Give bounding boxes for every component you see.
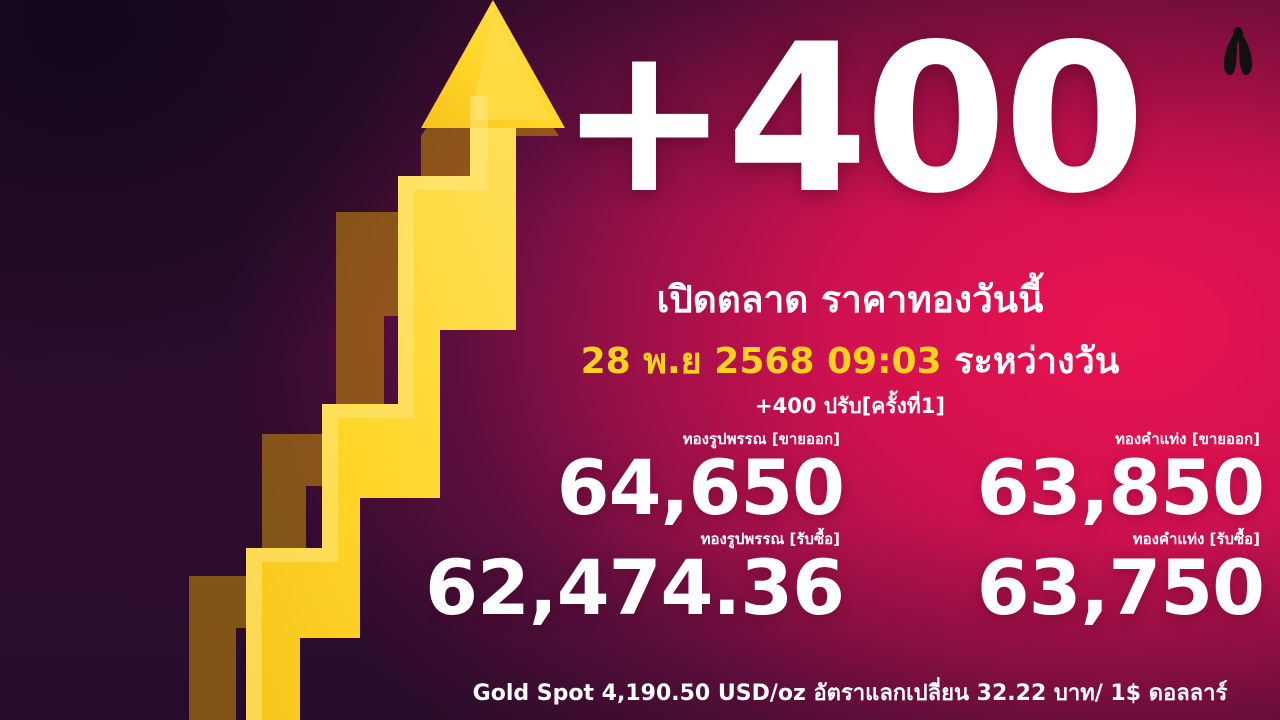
price-block-bar-sell: ทองคำแท่ง [ขายออก] 63,850 [840, 430, 1270, 528]
quote-date: 28 พ.ย 2568 09:03 [580, 341, 942, 382]
spot-and-fx-footer: Gold Spot 4,190.50 USD/oz อัตราแลกเปลี่ย… [472, 681, 1228, 706]
headline-change-number: +400 [558, 1, 1146, 239]
up-trend-arrow-icon [189, 0, 565, 720]
content-column: +400 เปิดตลาด ราคาทองวันนี้ 28 พ.ย 2568 … [420, 0, 1280, 720]
up-trend-arrow-graphic [0, 0, 620, 720]
change-note: +400 ปรับ[ครั้งที่1] [755, 394, 945, 418]
price-block-ornament-sell: ทองรูปพรรณ [ขายออก] 64,650 [420, 430, 850, 528]
price-value-ornament-buy: 62,474.36 [425, 543, 845, 632]
price-label-ornament-buy: ทองรูปพรรณ [รับซื้อ] [700, 530, 840, 548]
price-block-bar-buy: ทองคำแท่ง [รับซื้อ] 63,750 [840, 530, 1270, 628]
price-label-bar-sell: ทองคำแท่ง [ขายออก] [1114, 430, 1260, 448]
price-block-ornament-buy: ทองรูปพรรณ [รับซื้อ] 62,474.36 [420, 530, 850, 628]
price-value-bar-buy: 63,750 [976, 543, 1265, 632]
price-label-bar-buy: ทองคำแท่ง [รับซื้อ] [1132, 530, 1260, 548]
page-title: เปิดตลาด ราคาทองวันนี้ [656, 278, 1044, 321]
black-mourning-ribbon-icon [1218, 22, 1258, 78]
intraday-label: ระหว่างวัน [954, 341, 1120, 382]
price-value-ornament-sell: 64,650 [556, 443, 845, 532]
price-label-ornament-sell: ทองรูปพรรณ [ขายออก] [682, 430, 840, 448]
date-time-row: 28 พ.ย 2568 09:03 ระหว่างวัน [420, 340, 1280, 384]
price-value-bar-sell: 63,850 [976, 443, 1265, 532]
